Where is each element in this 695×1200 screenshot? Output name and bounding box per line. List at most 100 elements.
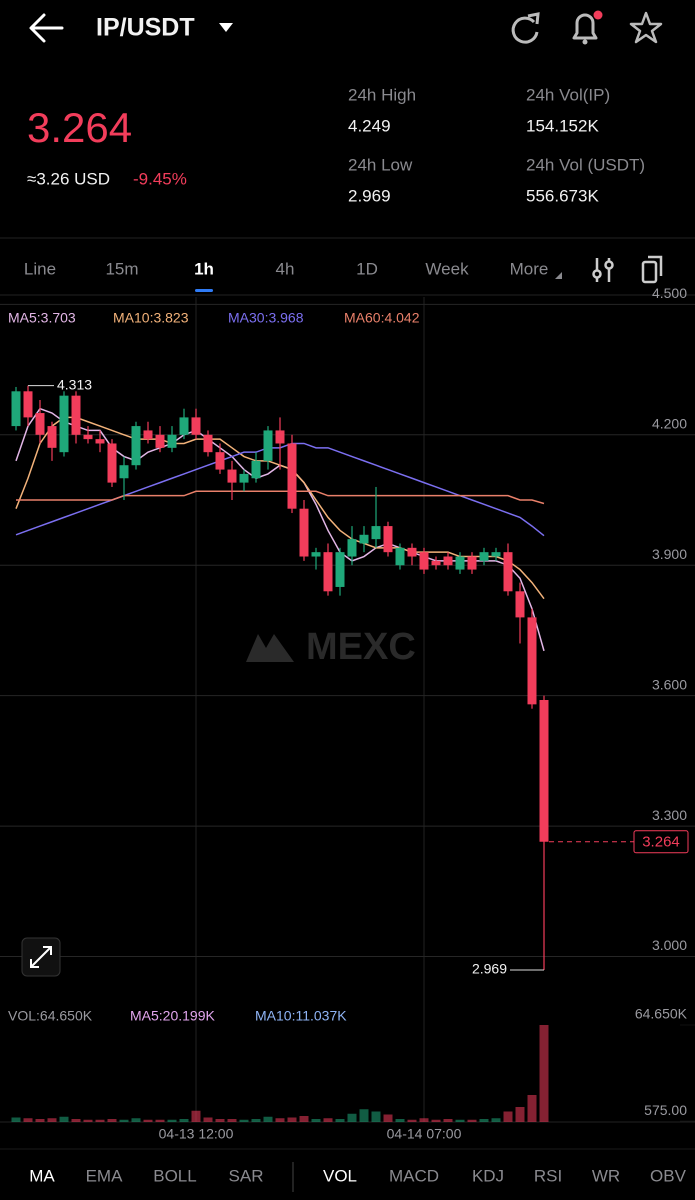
ma-line xyxy=(16,490,545,505)
timeframe-tab[interactable]: 1D xyxy=(356,259,378,278)
candle-body xyxy=(263,430,273,461)
y-tick-label: 575.00 xyxy=(644,1102,687,1118)
usd-price: ≈3.26 USD xyxy=(27,169,110,188)
volume-bar xyxy=(539,1025,549,1122)
volume-bar xyxy=(431,1119,441,1122)
timeframe-tab[interactable]: 1h xyxy=(194,259,214,278)
y-tick-label: 3.900 xyxy=(652,546,687,562)
legend-entry: MA10:3.823 xyxy=(113,310,189,326)
volume-bar xyxy=(503,1111,513,1122)
candle-body xyxy=(239,473,249,483)
volume-legend: VOL:64.650K xyxy=(8,1008,93,1024)
volume-bar xyxy=(515,1106,525,1122)
volume-bar xyxy=(527,1094,537,1122)
candle-body xyxy=(455,556,465,570)
candle-body xyxy=(371,526,381,540)
volume-bar xyxy=(107,1118,117,1122)
volume-bar xyxy=(155,1119,165,1122)
layout-icon[interactable] xyxy=(641,255,663,284)
indicator-tab[interactable]: KDJ xyxy=(472,1166,504,1185)
pair-title[interactable]: IP/USDT xyxy=(96,14,195,42)
candle-body xyxy=(491,552,501,557)
stat-label: 24h High xyxy=(348,85,416,104)
candle-body xyxy=(227,469,237,483)
candle-body xyxy=(539,700,549,842)
indicator-tab[interactable]: EMA xyxy=(86,1166,124,1185)
timeframe-tab[interactable]: 15m xyxy=(105,259,138,278)
y-tick-label: 3.300 xyxy=(652,807,687,823)
pair-dropdown[interactable] xyxy=(219,23,233,32)
timeframe-tab[interactable]: 4h xyxy=(276,259,295,278)
candle-body xyxy=(155,434,165,448)
volume-bar xyxy=(23,1118,33,1122)
candle-body xyxy=(431,560,441,566)
legend-entry: MA60:4.042 xyxy=(344,310,420,326)
volume-bar xyxy=(215,1118,225,1122)
candle-body xyxy=(467,556,477,570)
indicator-tab[interactable]: VOL xyxy=(323,1166,357,1185)
volume-bar xyxy=(275,1118,285,1122)
volume-bar xyxy=(47,1118,57,1122)
volume-ma-legend: MA10:11.037K xyxy=(255,1008,347,1024)
volume-bar xyxy=(287,1117,297,1122)
volume-bar xyxy=(71,1118,81,1122)
favorite-icon[interactable] xyxy=(629,11,663,44)
indicator-tab[interactable]: MACD xyxy=(389,1166,439,1185)
price-tag-label: 3.264 xyxy=(642,834,680,851)
candle-body xyxy=(359,534,369,544)
volume-bar xyxy=(191,1110,201,1122)
candle-body xyxy=(479,552,489,561)
more-arrow xyxy=(555,272,562,279)
volume-bar xyxy=(443,1118,453,1122)
volume-bar xyxy=(263,1116,273,1122)
stat-value: 154.152K xyxy=(526,116,599,135)
back-button[interactable] xyxy=(29,13,64,43)
candle-body xyxy=(47,426,57,448)
volume-bar xyxy=(167,1119,177,1122)
expand-button[interactable] xyxy=(21,937,61,977)
indicator-tab[interactable]: MA xyxy=(29,1166,55,1185)
indicator-tab[interactable]: BOLL xyxy=(153,1166,196,1185)
volume-bar xyxy=(119,1119,129,1122)
x-tick-label: 04-13 12:00 xyxy=(159,1126,234,1142)
volume-bar xyxy=(95,1119,105,1122)
candle-body xyxy=(383,526,393,553)
candle-body xyxy=(131,426,141,466)
candle-body xyxy=(203,434,213,453)
candle-body xyxy=(419,552,429,570)
volume-bar xyxy=(371,1111,381,1122)
high-label: 4.313 xyxy=(57,376,92,392)
price-tag xyxy=(633,830,689,854)
y-tick-label: 64.650K xyxy=(635,1006,688,1022)
candle-body xyxy=(287,443,297,509)
stat-label: 24h Vol(IP) xyxy=(526,85,610,104)
indicator-tab[interactable]: OBV xyxy=(650,1166,687,1185)
volume-bar xyxy=(311,1118,321,1122)
candle-body xyxy=(95,439,105,444)
indicator-tab[interactable]: WR xyxy=(592,1166,620,1185)
candle-body xyxy=(299,508,309,557)
candle-body xyxy=(119,465,129,479)
volume-bar xyxy=(347,1113,357,1122)
candle-body xyxy=(527,617,537,705)
candle-body xyxy=(143,430,153,440)
timeframe-tab[interactable]: More xyxy=(510,259,549,278)
indicator-tab[interactable]: RSI xyxy=(534,1166,562,1185)
indicator-tab[interactable]: SAR xyxy=(229,1166,264,1185)
volume-bar xyxy=(491,1118,501,1122)
legend-entry: MA30:3.968 xyxy=(228,310,304,326)
candle-body xyxy=(251,460,261,479)
volume-bar xyxy=(395,1118,405,1122)
timeframe-tab[interactable]: Line xyxy=(24,259,56,278)
alert-icon[interactable] xyxy=(572,10,603,45)
x-tick-label: 04-14 07:00 xyxy=(387,1126,462,1142)
y-tick-label: 4.500 xyxy=(652,285,687,301)
candle-body xyxy=(395,547,405,566)
settings-icon[interactable] xyxy=(592,258,614,282)
timeframe-tab[interactable]: Week xyxy=(425,259,469,278)
volume-bar xyxy=(59,1116,69,1122)
volume-bar xyxy=(299,1115,309,1122)
refresh-icon[interactable] xyxy=(511,12,540,44)
candle-body xyxy=(323,552,333,592)
candle-body xyxy=(11,391,21,427)
